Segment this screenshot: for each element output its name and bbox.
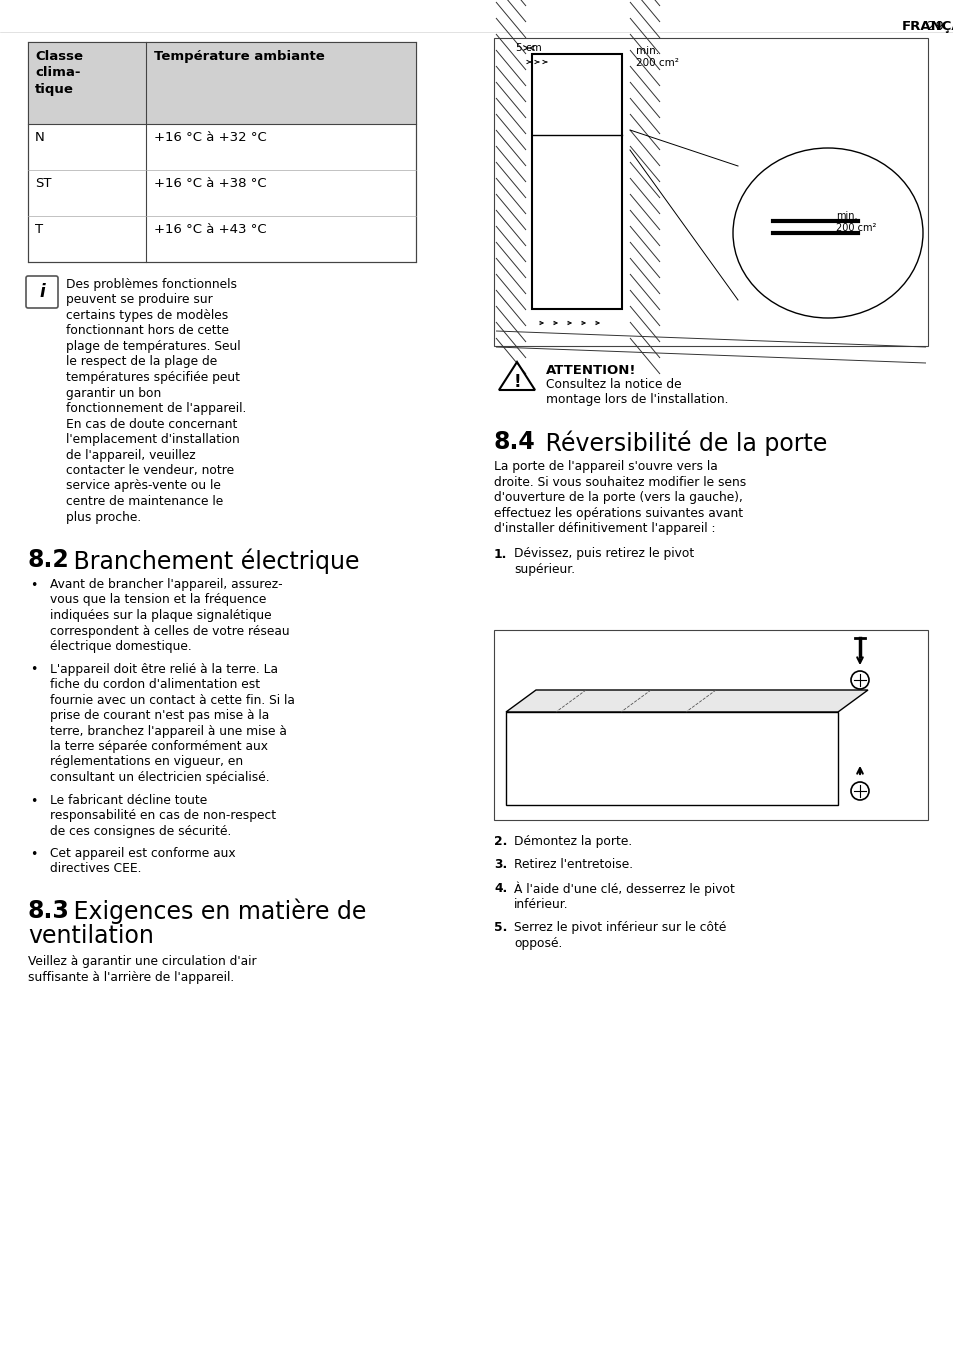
Text: 8.3: 8.3 — [28, 899, 70, 923]
Text: vous que la tension et la fréquence: vous que la tension et la fréquence — [50, 593, 266, 607]
Bar — [532, 54, 621, 309]
Text: Réversibilité de la porte: Réversibilité de la porte — [537, 431, 826, 455]
Text: 5.: 5. — [494, 921, 507, 934]
Text: FRANÇAIS: FRANÇAIS — [901, 20, 953, 32]
Text: min.: min. — [636, 46, 659, 56]
Text: La porte de l'appareil s'ouvre vers la: La porte de l'appareil s'ouvre vers la — [494, 460, 717, 473]
Bar — [495, 38, 526, 347]
Text: la terre séparée conformément aux: la terre séparée conformément aux — [50, 741, 268, 753]
Text: directives CEE.: directives CEE. — [50, 862, 141, 876]
Text: •: • — [30, 848, 37, 861]
Text: le respect de la plage de: le respect de la plage de — [66, 356, 217, 368]
Text: 8.4: 8.4 — [494, 431, 536, 454]
Text: inférieur.: inférieur. — [514, 898, 568, 910]
Text: Veillez à garantir une circulation d'air: Veillez à garantir une circulation d'air — [28, 955, 256, 968]
Polygon shape — [505, 712, 837, 806]
Text: ventilation: ventilation — [28, 923, 153, 948]
Bar — [494, 630, 927, 821]
Text: Classe
clima-
tique: Classe clima- tique — [35, 50, 83, 96]
Text: 2.: 2. — [494, 835, 507, 848]
Text: l'emplacement d'installation: l'emplacement d'installation — [66, 433, 239, 445]
Text: de ces consignes de sécurité.: de ces consignes de sécurité. — [50, 825, 232, 838]
Text: fournie avec un contact à cette fin. Si la: fournie avec un contact à cette fin. Si … — [50, 693, 294, 707]
Text: d'installer définitivement l'appareil :: d'installer définitivement l'appareil : — [494, 523, 715, 535]
Text: garantir un bon: garantir un bon — [66, 386, 161, 399]
Text: suffisante à l'arrière de l'appareil.: suffisante à l'arrière de l'appareil. — [28, 971, 234, 983]
Text: Température ambiante: Température ambiante — [153, 50, 324, 64]
Text: électrique domestique.: électrique domestique. — [50, 640, 192, 653]
Text: réglementations en vigueur, en: réglementations en vigueur, en — [50, 756, 243, 769]
Text: En cas de doute concernant: En cas de doute concernant — [66, 417, 237, 431]
Text: Le fabricant décline toute: Le fabricant décline toute — [50, 793, 207, 807]
Text: 5 cm: 5 cm — [516, 43, 541, 53]
Text: Branchement électrique: Branchement électrique — [66, 548, 359, 574]
Text: droite. Si vous souhaitez modifier le sens: droite. Si vous souhaitez modifier le se… — [494, 475, 745, 489]
Text: contacter le vendeur, notre: contacter le vendeur, notre — [66, 464, 233, 477]
Text: certains types de modèles: certains types de modèles — [66, 309, 228, 322]
Text: •: • — [30, 580, 37, 592]
Bar — [28, 42, 416, 125]
Text: d'ouverture de la porte (vers la gauche),: d'ouverture de la porte (vers la gauche)… — [494, 492, 742, 504]
Text: 1.: 1. — [494, 547, 507, 561]
Text: Exigences en matière de: Exigences en matière de — [66, 899, 366, 925]
Text: opposé.: opposé. — [514, 937, 561, 949]
Text: peuvent se produire sur: peuvent se produire sur — [66, 294, 213, 306]
Text: terre, branchez l'appareil à une mise à: terre, branchez l'appareil à une mise à — [50, 724, 287, 738]
Text: fonctionnement de l'appareil.: fonctionnement de l'appareil. — [66, 402, 246, 414]
Text: service après-vente ou le: service après-vente ou le — [66, 479, 221, 493]
Text: correspondent à celles de votre réseau: correspondent à celles de votre réseau — [50, 624, 290, 638]
Text: prise de courant n'est pas mise à la: prise de courant n'est pas mise à la — [50, 709, 269, 722]
Text: de l'appareil, veuillez: de l'appareil, veuillez — [66, 448, 195, 462]
Text: 8.2: 8.2 — [28, 548, 70, 571]
Text: 3.: 3. — [494, 858, 507, 872]
Bar — [494, 38, 927, 347]
FancyBboxPatch shape — [26, 276, 58, 307]
Text: températures spécifiée peut: températures spécifiée peut — [66, 371, 240, 385]
Text: N: N — [35, 131, 45, 144]
Text: consultant un électricien spécialisé.: consultant un électricien spécialisé. — [50, 770, 270, 784]
Text: Retirez l'entretoise.: Retirez l'entretoise. — [514, 858, 633, 872]
Text: 200 cm²: 200 cm² — [835, 223, 876, 233]
Text: 200 cm²: 200 cm² — [636, 58, 679, 68]
Text: +16 °C à +38 °C: +16 °C à +38 °C — [153, 177, 266, 190]
Text: Avant de brancher l'appareil, assurez-: Avant de brancher l'appareil, assurez- — [50, 578, 282, 590]
Text: 4.: 4. — [494, 881, 507, 895]
Text: +16 °C à +43 °C: +16 °C à +43 °C — [153, 223, 266, 236]
Text: Démontez la porte.: Démontez la porte. — [514, 835, 632, 848]
Text: Consultez la notice de: Consultez la notice de — [545, 378, 680, 391]
Polygon shape — [505, 691, 867, 712]
Text: •: • — [30, 795, 37, 807]
Text: plage de températures. Seul: plage de températures. Seul — [66, 340, 240, 353]
Text: Serrez le pivot inférieur sur le côté: Serrez le pivot inférieur sur le côté — [514, 921, 725, 934]
Ellipse shape — [732, 148, 923, 318]
Text: montage lors de l'installation.: montage lors de l'installation. — [545, 394, 728, 406]
Text: Des problèmes fonctionnels: Des problèmes fonctionnels — [66, 278, 236, 291]
Text: indiquées sur la plaque signalétique: indiquées sur la plaque signalétique — [50, 609, 272, 621]
Text: supérieur.: supérieur. — [514, 563, 575, 575]
Text: À l'aide d'une clé, desserrez le pivot: À l'aide d'une clé, desserrez le pivot — [514, 881, 734, 896]
Text: Cet appareil est conforme aux: Cet appareil est conforme aux — [50, 848, 235, 860]
Text: responsabilité en cas de non-respect: responsabilité en cas de non-respect — [50, 808, 275, 822]
Text: fonctionnant hors de cette: fonctionnant hors de cette — [66, 325, 229, 337]
Text: ST: ST — [35, 177, 51, 190]
Bar — [28, 42, 416, 263]
Text: !: ! — [513, 372, 520, 391]
Text: +16 °C à +32 °C: +16 °C à +32 °C — [153, 131, 267, 144]
Text: centre de maintenance le: centre de maintenance le — [66, 496, 223, 508]
Text: Dévissez, puis retirez le pivot: Dévissez, puis retirez le pivot — [514, 547, 694, 561]
Text: 29: 29 — [926, 20, 943, 32]
Text: i: i — [39, 283, 45, 301]
Text: effectuez les opérations suivantes avant: effectuez les opérations suivantes avant — [494, 506, 742, 520]
Text: min.: min. — [835, 211, 857, 221]
Text: •: • — [30, 663, 37, 677]
Text: fiche du cordon d'alimentation est: fiche du cordon d'alimentation est — [50, 678, 260, 691]
Text: ATTENTION!: ATTENTION! — [545, 364, 636, 376]
Text: T: T — [35, 223, 43, 236]
Text: L'appareil doit être relié à la terre. La: L'appareil doit être relié à la terre. L… — [50, 662, 277, 676]
Text: plus proche.: plus proche. — [66, 510, 141, 524]
